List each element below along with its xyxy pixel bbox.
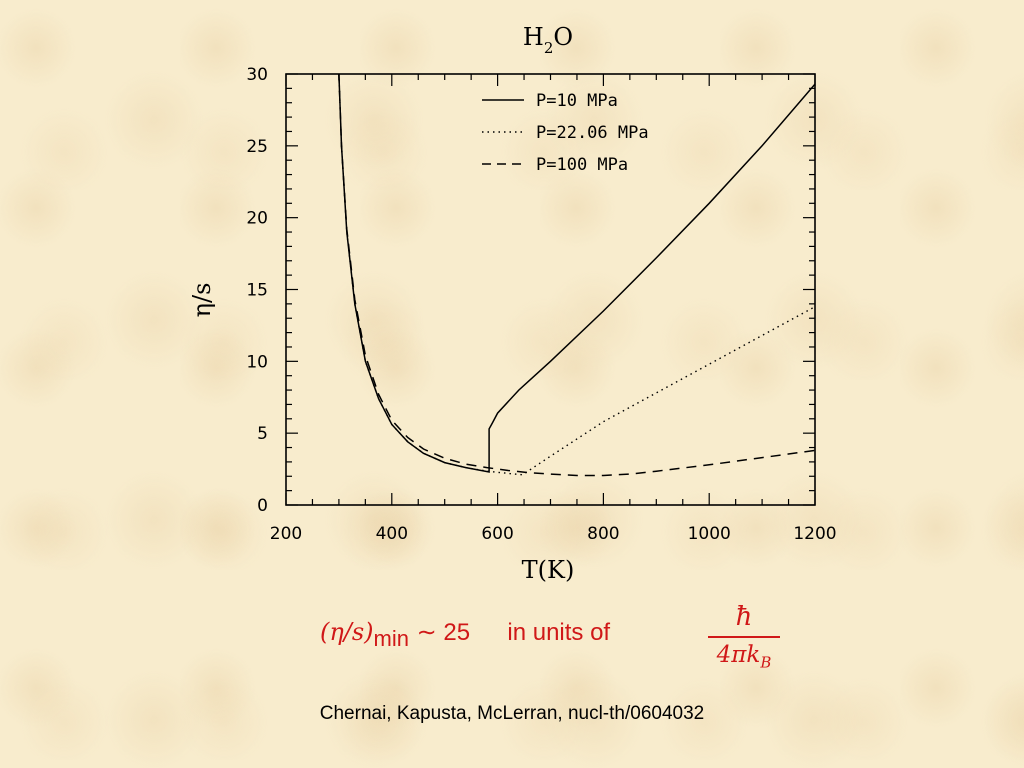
x-tick-label: 400 — [376, 524, 408, 544]
y-tick-label: 25 — [246, 137, 268, 157]
formula-fraction-bar — [708, 636, 780, 638]
y-tick-label: 0 — [257, 496, 268, 516]
citation: Chernai, Kapusta, McLerran, nucl-th/0604… — [319, 703, 705, 724]
formula-numerator: ħ — [735, 602, 753, 632]
formula-left: (η/s)min ∼ 25 in units of — [320, 618, 611, 651]
axis-tick-labels: 200 400 600 800 1000 1200 0 5 10 15 20 25 30 — [246, 65, 836, 544]
formula-denominator-main: 4πk — [716, 641, 761, 668]
x-axis-label: T(K) — [522, 556, 575, 584]
x-tick-label: 1200 — [793, 524, 836, 544]
plot-lines — [338, 73, 816, 477]
x-tick-label: 600 — [481, 524, 513, 544]
formula-denominator-sub: B — [760, 653, 772, 672]
formula-ratio: (η/s) — [320, 618, 374, 646]
legend-label-1: P=10 MPa — [536, 91, 618, 111]
series-line-3 — [338, 73, 816, 477]
x-tick-label: 200 — [270, 524, 302, 544]
legend: P=10 MPa P=22.06 MPa P=100 MPa — [482, 91, 649, 175]
y-tick-label: 10 — [246, 352, 268, 372]
formula-fraction: ħ 4πkB — [708, 600, 780, 677]
chart-title-sub: 2 — [544, 39, 554, 57]
chart-title-main: H — [523, 23, 544, 51]
min-ratio-formula: (η/s)min ∼ 25 in units of ħ 4πkB — [320, 600, 800, 680]
chart-title: H2O — [523, 23, 573, 57]
formula-denominator: 4πkB — [708, 640, 780, 678]
formula-approx: ∼ 25 — [416, 619, 471, 646]
y-axis-label: η/s — [188, 283, 216, 318]
series-line-2 — [338, 73, 816, 476]
y-tick-label: 30 — [246, 65, 268, 85]
y-tick-label: 20 — [246, 209, 268, 229]
chart: H2O 200 400 600 800 1000 1200 0 5 10 15 20 25 30 P=1… — [188, 23, 837, 584]
axis-ticks — [285, 73, 816, 506]
y-tick-label: 15 — [246, 281, 268, 301]
legend-label-2: P=22.06 MPa — [536, 123, 649, 143]
formula-min-subscript: min — [373, 626, 409, 651]
formula-units-text: in units of — [507, 619, 611, 646]
x-tick-label: 1000 — [688, 524, 731, 544]
x-tick-label: 800 — [587, 524, 619, 544]
y-tick-label: 5 — [257, 424, 268, 444]
chart-title-end: O — [553, 23, 573, 51]
legend-label-3: P=100 MPa — [536, 155, 628, 175]
